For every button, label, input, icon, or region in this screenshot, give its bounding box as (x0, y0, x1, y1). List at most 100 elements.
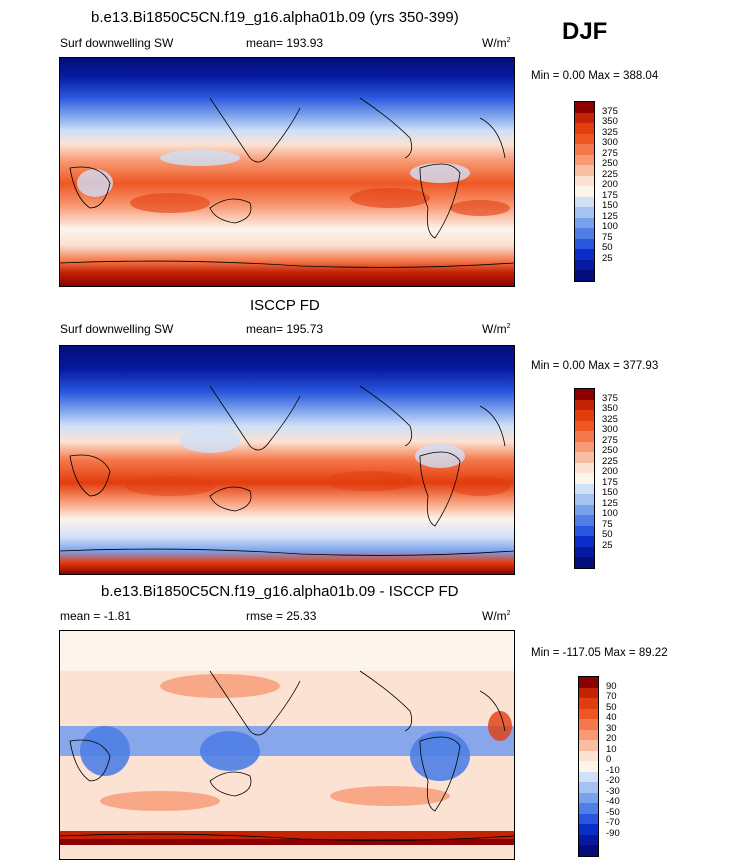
colorbar-swatch (579, 813, 598, 825)
colorbar-swatch (575, 483, 594, 495)
colorbar-tick-label: 150 (602, 487, 618, 499)
colorbar-tick-label: -30 (606, 785, 620, 797)
variable-label-obs: Surf downwelling SW (60, 322, 174, 336)
colorbar-tick-label: 375 (602, 105, 618, 117)
colorbar-tick-label: 100 (602, 508, 618, 520)
colorbar-swatch (575, 165, 594, 176)
colorbar-tick-label: 150 (602, 200, 618, 212)
mean-label-obs: mean= 195.73 (246, 322, 324, 336)
colorbar-swatch (575, 462, 594, 474)
colorbar-tick-label: 25 (602, 539, 613, 551)
colorbar-tick-label: 125 (602, 497, 618, 509)
colorbar-swatch (575, 431, 594, 442)
units-label-model: W/m2 (482, 36, 511, 50)
colorbar-tick-label: 175 (602, 476, 618, 488)
panel-title-diff: b.e13.Bi1850C5CN.f19_g16.alpha01b.09 - I… (101, 583, 459, 600)
colorbar-tick-label: 300 (602, 424, 618, 436)
colorbar-tick-label: 75 (602, 231, 613, 243)
colorbar-swatch (579, 729, 598, 741)
map-diff (59, 630, 515, 860)
colorbar-tick-label: 375 (602, 392, 618, 404)
colorbar-swatch (579, 708, 598, 720)
colorbar-tick-label: 175 (602, 189, 618, 201)
colorbar-tick-label: 30 (606, 722, 617, 734)
colorbar-tick-label: 325 (602, 413, 618, 425)
range-label-obs: Min = 0.00 Max = 377.93 (531, 360, 659, 372)
colorbar-tick-label: -10 (606, 764, 620, 776)
colorbar-swatch (575, 154, 594, 166)
colorbar-obs-scale (574, 388, 595, 569)
range-label-model: Min = 0.00 Max = 388.04 (531, 70, 659, 82)
colorbar-tick-label: 125 (602, 210, 618, 222)
map-model-field (60, 58, 514, 286)
colorbar-tick-label: 90 (606, 680, 617, 692)
range-label-diff: Min = -117.05 Max = 89.22 (531, 647, 668, 659)
colorbar-swatch (575, 186, 594, 197)
colorbar-swatch (579, 750, 598, 762)
rmse-label-diff: rmse = 25.33 (246, 609, 317, 623)
mean-label-diff: mean = -1.81 (60, 609, 132, 623)
colorbar-model-scale (574, 101, 595, 282)
colorbar-swatch (575, 133, 594, 145)
season-label: DJF (562, 18, 608, 45)
colorbar-swatch (575, 389, 594, 400)
colorbar-swatch (575, 420, 594, 432)
colorbar-swatch (575, 494, 594, 505)
colorbar-swatch (575, 546, 594, 558)
colorbar-swatch (575, 259, 594, 271)
colorbar-swatch (579, 824, 598, 835)
colorbar-swatch (575, 217, 594, 229)
colorbar-tick-label: -50 (606, 806, 620, 818)
variable-label-model: Surf downwelling SW (60, 36, 174, 50)
colorbar-swatch (579, 719, 598, 730)
colorbar-swatch (579, 792, 598, 804)
colorbar-tick-label: 70 (606, 691, 617, 703)
colorbar-swatch (575, 196, 594, 208)
colorbar-swatch (575, 441, 594, 453)
map-diff-field (60, 631, 514, 859)
colorbar-swatch (579, 740, 598, 751)
colorbar-swatch (575, 112, 594, 124)
colorbar-tick-label: 0 (606, 754, 612, 766)
colorbar-tick-label: 10 (606, 743, 617, 755)
colorbar-tick-label: 325 (602, 126, 618, 138)
panel-title-obs: ISCCP FD (250, 297, 320, 314)
colorbar-tick-label: -70 (606, 817, 620, 829)
colorbar-tick-label: 225 (602, 168, 618, 180)
colorbar-swatch (575, 504, 594, 516)
colorbar-swatch (575, 238, 594, 250)
map-obs-field (60, 346, 514, 574)
colorbar-swatch (579, 698, 598, 709)
colorbar-swatch (575, 410, 594, 421)
colorbar-tick-label: -90 (606, 827, 620, 839)
colorbar-tick-label: 250 (602, 445, 618, 457)
colorbar-tick-label: 300 (602, 137, 618, 149)
colorbar-swatch (575, 536, 594, 547)
colorbar-swatch (575, 399, 594, 411)
colorbar-swatch (579, 803, 598, 814)
colorbar-tick-label: 75 (602, 518, 613, 530)
colorbar-swatch (575, 175, 594, 187)
colorbar-tick-label: 250 (602, 158, 618, 170)
colorbar-tick-label: 275 (602, 434, 618, 446)
colorbar-swatch (575, 123, 594, 134)
colorbar-swatch (579, 761, 598, 772)
colorbar-swatch (575, 102, 594, 113)
colorbar-swatch (579, 834, 598, 846)
units-label-obs: W/m2 (482, 322, 511, 336)
colorbar-swatch (575, 525, 594, 537)
colorbar-tick-label: 100 (602, 221, 618, 233)
colorbar-swatch (575, 452, 594, 463)
colorbar-tick-label: 50 (602, 529, 613, 541)
colorbar-tick-label: -20 (606, 775, 620, 787)
colorbar-tick-label: 275 (602, 147, 618, 159)
colorbar-swatch (579, 677, 598, 688)
colorbar-swatch (579, 782, 598, 793)
colorbar-swatch (579, 845, 598, 856)
colorbar-tick-label: 225 (602, 455, 618, 467)
colorbar-swatch (579, 687, 598, 699)
colorbar-swatch (575, 144, 594, 155)
colorbar-tick-label: -40 (606, 796, 620, 808)
units-label-diff: W/m2 (482, 609, 511, 623)
colorbar-tick-label: 350 (602, 403, 618, 415)
